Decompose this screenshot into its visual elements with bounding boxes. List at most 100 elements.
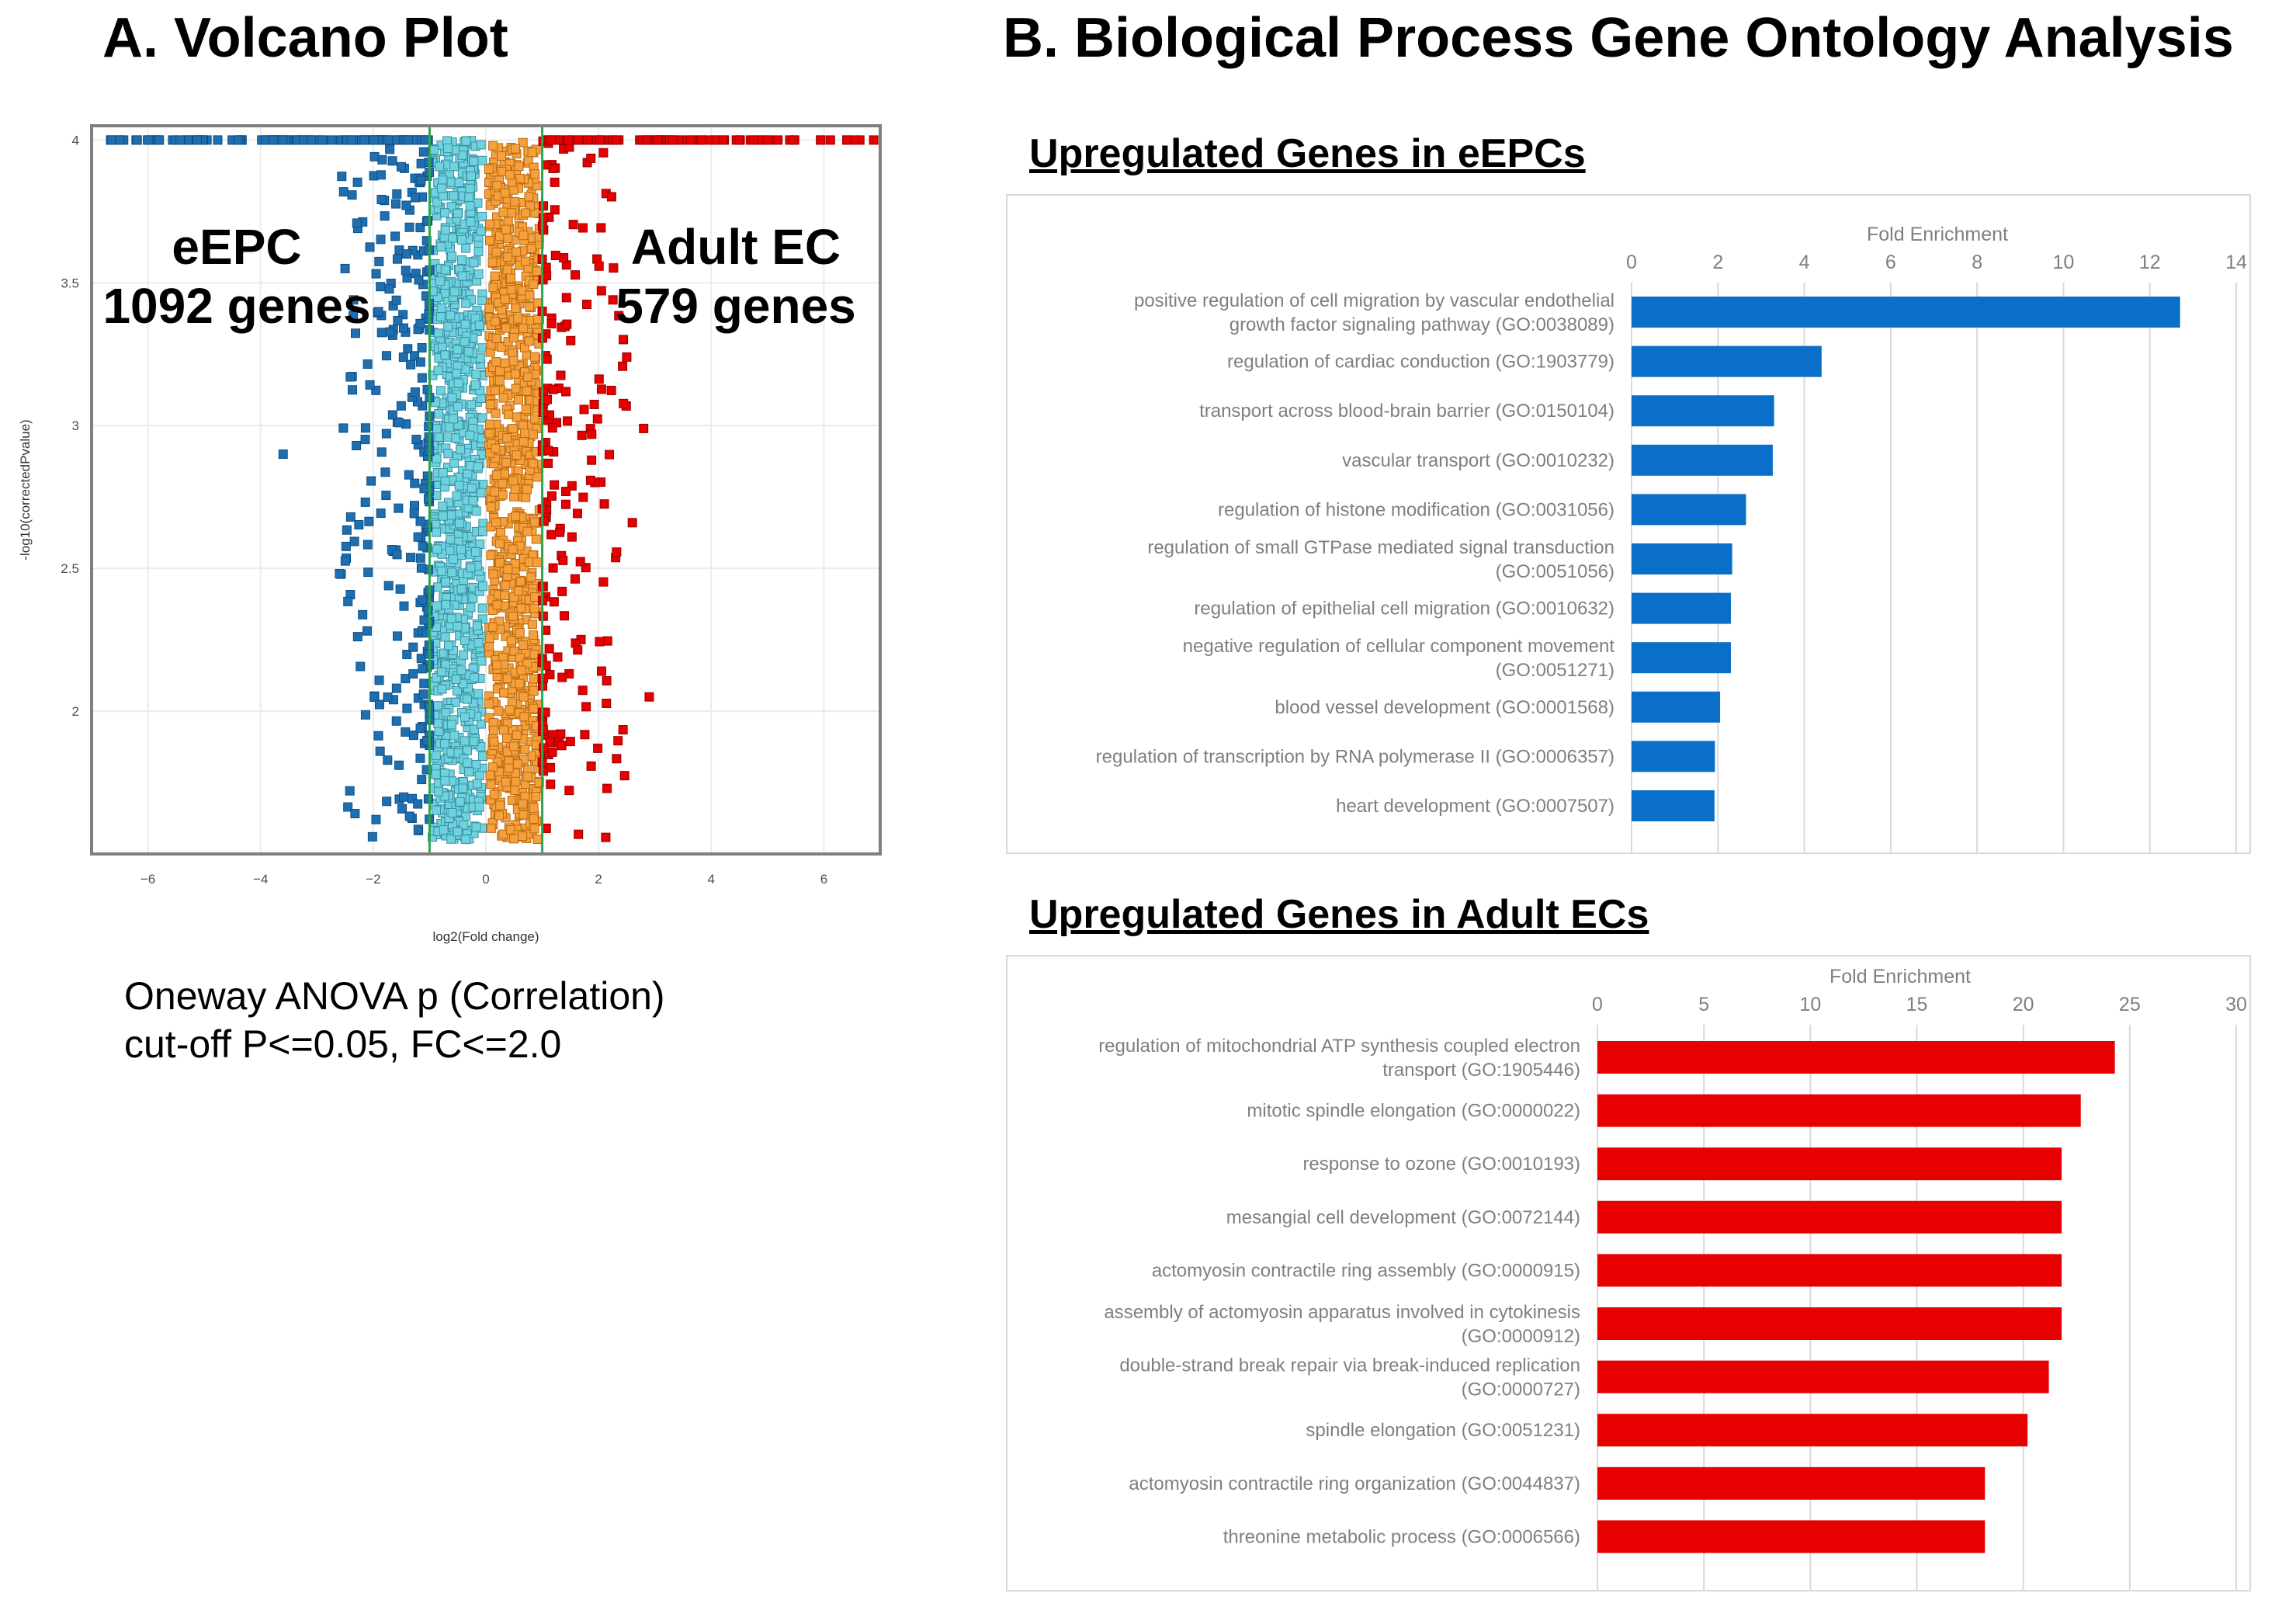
- volcano-point: [428, 145, 439, 155]
- volcano-point: [455, 630, 465, 640]
- ec-svg-category-label: actomyosin contractile ring organization…: [1129, 1473, 1580, 1494]
- volcano-point: [510, 484, 520, 494]
- volcano-point: [390, 231, 401, 241]
- volcano-point: [486, 779, 496, 790]
- volcano-point: [550, 480, 560, 490]
- volcano-point: [587, 455, 597, 465]
- anova-note-line2: cut-off P<=0.05, FC<=2.0: [124, 1022, 562, 1066]
- volcano-point: [549, 597, 559, 607]
- volcano-point: [349, 311, 359, 321]
- volcano-point: [401, 266, 411, 276]
- volcano-point: [453, 401, 463, 411]
- volcano-point: [570, 574, 580, 584]
- volcano-point: [599, 499, 609, 509]
- volcano-point: [612, 547, 622, 557]
- volcano-point: [433, 786, 443, 797]
- volcano-point: [473, 637, 484, 647]
- volcano-point: [463, 469, 473, 479]
- volcano-point: [491, 518, 501, 528]
- epc-svg-category-label: regulation of small GTPase mediated sign…: [1147, 537, 1614, 558]
- volcano-point: [653, 135, 663, 145]
- volcano-point: [508, 544, 518, 554]
- volcano-point: [475, 353, 485, 363]
- volcano-point: [563, 416, 573, 426]
- volcano-point: [529, 703, 539, 713]
- ec-svg-category-label: assembly of actomyosin apparatus involve…: [1104, 1302, 1580, 1323]
- volcano-point: [398, 310, 408, 320]
- volcano-point: [491, 443, 501, 453]
- volcano-point: [565, 737, 575, 747]
- volcano-point: [340, 556, 350, 566]
- volcano-point: [514, 586, 524, 596]
- volcano-point: [371, 385, 381, 395]
- volcano-x-tick-label: 6: [820, 872, 827, 887]
- volcano-point: [338, 423, 349, 433]
- volcano-point: [477, 603, 487, 613]
- volcano-point: [352, 440, 362, 450]
- volcano-y-ticks: 2 2.5 3 3.5 4: [61, 133, 79, 719]
- volcano-point: [606, 192, 616, 202]
- volcano-point: [492, 600, 502, 610]
- volcano-point: [522, 484, 532, 495]
- volcano-point: [595, 637, 605, 647]
- volcano-point: [335, 569, 345, 579]
- volcano-point: [476, 226, 486, 236]
- volcano-point: [408, 669, 418, 679]
- volcano-point: [466, 172, 476, 182]
- volcano-point: [440, 225, 450, 235]
- volcano-point: [529, 603, 539, 613]
- volcano-point: [408, 642, 418, 652]
- volcano-point: [387, 156, 397, 166]
- volcano-point: [543, 458, 553, 468]
- volcano-point: [440, 632, 450, 642]
- volcano-plot: −6 −4 −2 0 2 4 6 2 2.5 3 3.5 4 log2(Fold change) -…: [18, 124, 882, 944]
- volcano-point: [416, 158, 426, 168]
- volcano-point: [433, 366, 443, 376]
- volcano-point: [384, 284, 394, 294]
- volcano-point: [581, 563, 591, 573]
- volcano-point: [529, 814, 539, 824]
- volcano-point: [470, 547, 480, 557]
- volcano-point: [435, 386, 446, 396]
- volcano-point: [374, 256, 384, 266]
- volcano-point: [578, 492, 588, 502]
- volcano-point: [564, 786, 574, 796]
- volcano-point: [594, 261, 604, 271]
- volcano-point: [347, 190, 357, 200]
- volcano-point: [550, 250, 560, 260]
- volcano-point: [550, 177, 560, 187]
- volcano-point: [539, 743, 549, 753]
- volcano-y-tick-label: 3.5: [61, 276, 79, 290]
- volcano-point: [773, 135, 783, 145]
- volcano-point: [371, 269, 381, 279]
- ec-svg-tick-label: 5: [1698, 994, 1709, 1015]
- epc-svg-tick-label: 4: [1799, 252, 1810, 273]
- volcano-point: [423, 606, 433, 616]
- volcano-point: [502, 734, 512, 744]
- volcano-point: [393, 631, 403, 641]
- volcano-point: [566, 335, 576, 345]
- volcano-point: [385, 144, 395, 154]
- volcano-point: [762, 135, 772, 145]
- volcano-point: [515, 679, 525, 689]
- volcano-point: [365, 242, 375, 252]
- volcano-point: [449, 554, 459, 564]
- volcano-point: [512, 412, 522, 422]
- volcano-point: [477, 343, 487, 353]
- volcano-point: [449, 191, 459, 201]
- volcano-point: [440, 265, 450, 275]
- volcano-point: [433, 701, 443, 711]
- ec-svg-category-label: actomyosin contractile ring assembly (GO…: [1152, 1260, 1580, 1281]
- volcano-point: [500, 590, 510, 600]
- volcano-point: [411, 193, 421, 203]
- volcano-point: [501, 457, 512, 467]
- volcano-point: [417, 343, 427, 353]
- volcano-point: [363, 567, 373, 578]
- volcano-point: [474, 321, 484, 331]
- volcano-point: [546, 491, 557, 501]
- volcano-point: [519, 323, 529, 333]
- volcano-point: [532, 266, 542, 276]
- volcano-point: [494, 706, 504, 716]
- volcano-point: [502, 747, 512, 757]
- volcano-point: [422, 384, 432, 394]
